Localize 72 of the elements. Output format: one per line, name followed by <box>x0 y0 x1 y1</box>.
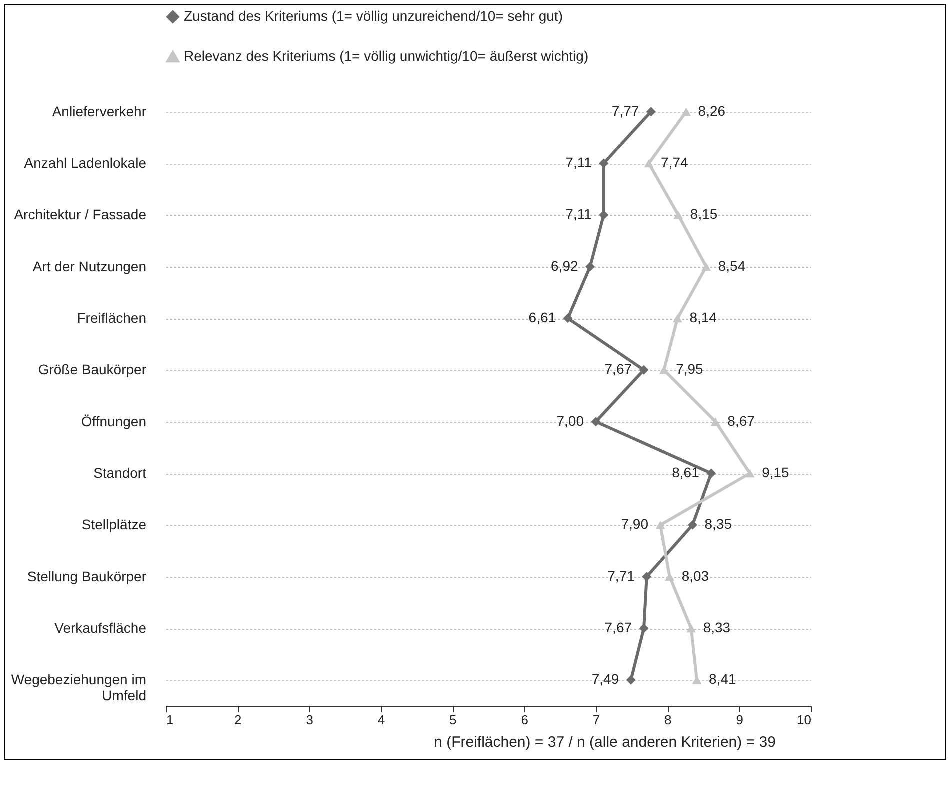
point <box>563 314 573 324</box>
point <box>599 158 609 168</box>
y-tick-label: Stellplätze <box>82 516 147 533</box>
point <box>710 418 720 426</box>
y-tick-label: Art der Nutzungen <box>32 258 146 274</box>
point <box>642 572 652 582</box>
point <box>665 572 675 581</box>
point <box>646 107 656 117</box>
data-label: 9,15 <box>762 464 790 480</box>
legend-label: Zustand des Kriteriums (1= völlig unzureichend/10= sehr gut) <box>184 8 563 24</box>
x-tick-label: 8 <box>664 712 672 728</box>
x-tick-label: 9 <box>736 712 744 728</box>
x-tick-label: 1 <box>166 712 174 728</box>
x-tick-label: 5 <box>450 712 457 728</box>
y-tick-label: Architektur / Fassade <box>14 206 147 223</box>
point <box>686 624 696 633</box>
data-label: 7,74 <box>661 154 688 170</box>
text: n (Freiflächen) = 37 / n (alle anderen Kriterien) = 39 <box>433 733 777 753</box>
y-tick-label: Anlieferverkehr <box>52 103 147 120</box>
point <box>586 262 596 272</box>
data-label: 8,26 <box>698 102 726 119</box>
y-tick-label: Verkaufsfläche <box>54 620 147 636</box>
data-label: 7,11 <box>566 206 592 222</box>
point <box>688 520 698 530</box>
legend-label: Relevanz des Kriteriums (1= völlig unwichtig/10= äußerst wichtig) <box>184 48 589 64</box>
data-label: 7,71 <box>608 568 636 584</box>
data-label: 8,14 <box>690 310 718 326</box>
y-tick-label: Standort <box>94 465 147 481</box>
point <box>682 108 692 116</box>
point <box>639 365 649 375</box>
data-label: 7,49 <box>592 671 620 688</box>
data-label: 7,90 <box>621 516 649 532</box>
point <box>674 211 684 220</box>
data-label: 8,35 <box>704 516 732 532</box>
point <box>706 468 716 478</box>
data-label: 8,61 <box>672 464 700 480</box>
data-label: 6,61 <box>528 310 556 326</box>
x-tick-label: 2 <box>234 712 242 728</box>
y-tick-label: Stellung Baukörper <box>27 568 147 584</box>
data-label: 8,41 <box>709 671 737 688</box>
point <box>672 314 682 323</box>
data-label: 8,54 <box>718 258 746 274</box>
point <box>702 262 712 271</box>
point <box>656 521 666 530</box>
data-label: 8,33 <box>703 620 731 636</box>
point <box>659 366 669 374</box>
data-label: 8,03 <box>682 568 710 584</box>
data-label: 7,77 <box>612 102 640 119</box>
data-label: 7,67 <box>604 620 632 636</box>
data-label: 7,11 <box>566 154 592 170</box>
x-tick-label: 6 <box>521 712 528 728</box>
y-tick-label: Freiflächen <box>77 310 146 326</box>
point <box>599 210 609 220</box>
point <box>745 469 755 478</box>
y-tick-label: Anzahl Ladenlokale <box>24 155 147 171</box>
x-tick-label: 7 <box>592 712 600 728</box>
x-tick-label: 4 <box>378 712 386 728</box>
data-label: 7,67 <box>604 361 632 378</box>
y-tick-label: Öffnungen <box>81 413 146 430</box>
x-tick-label: 3 <box>306 712 314 728</box>
x-tick-label: 10 <box>797 712 812 728</box>
point <box>591 417 601 427</box>
point <box>639 624 649 634</box>
point <box>626 675 636 685</box>
data-label: 8,15 <box>690 206 718 222</box>
data-label: 7,95 <box>676 361 704 378</box>
data-label: 6,92 <box>551 258 578 274</box>
y-tick-label: Wegebeziehungen im Umfeld <box>11 672 146 704</box>
point <box>644 159 654 168</box>
y-tick-label: Größe Baukörper <box>38 362 147 378</box>
data-label: 8,67 <box>728 412 756 429</box>
data-label: 7,00 <box>556 412 584 429</box>
